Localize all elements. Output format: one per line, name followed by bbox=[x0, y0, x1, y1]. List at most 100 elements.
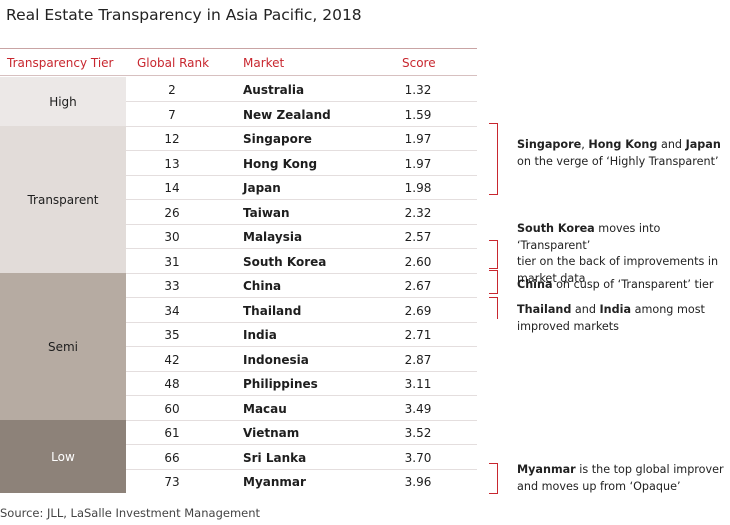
row-separator bbox=[126, 174, 477, 176]
table-row: 31 South Korea 2.60 bbox=[126, 249, 477, 273]
row-separator bbox=[126, 272, 477, 274]
row-separator bbox=[126, 419, 477, 421]
note-china: China on cusp of ‘Transparent’ tier bbox=[517, 278, 714, 291]
note-thailand: Thailand and India among most improved m… bbox=[517, 303, 705, 333]
source-note: Source: JLL, LaSalle Investment Manageme… bbox=[0, 506, 261, 520]
table-row: 48 Philippines 3.11 bbox=[126, 371, 477, 395]
score-cell: 1.98 bbox=[404, 181, 432, 195]
table-row: 73 Myanmar 3.96 bbox=[126, 469, 477, 493]
header-score: Score bbox=[402, 56, 436, 70]
market-cell: Thailand bbox=[243, 303, 302, 318]
market-cell: India bbox=[243, 328, 277, 342]
table-row: 66 Sri Lanka 3.70 bbox=[126, 445, 477, 469]
note-myanmar: Myanmar is the top global improver and m… bbox=[517, 463, 724, 493]
row-separator bbox=[126, 199, 477, 200]
score-cell: 3.11 bbox=[404, 377, 432, 391]
row-separator bbox=[126, 321, 477, 323]
table-row: 35 India 2.71 bbox=[126, 322, 477, 346]
tier-semi: Semi bbox=[0, 273, 126, 420]
bracket-korea bbox=[489, 240, 498, 269]
rank-cell: 14 bbox=[164, 181, 180, 195]
score-cell: 2.69 bbox=[404, 303, 432, 318]
row-separator bbox=[126, 395, 477, 396]
rank-cell: 26 bbox=[164, 205, 180, 220]
market-cell: Hong Kong bbox=[243, 156, 318, 171]
row-separator bbox=[126, 468, 477, 470]
row-separator bbox=[126, 370, 477, 372]
note-korea: South Korea moves into ‘Transparent’ tie… bbox=[517, 222, 719, 285]
score-cell: 1.97 bbox=[404, 156, 432, 171]
bracket-myanmar bbox=[489, 463, 498, 494]
row-separator bbox=[126, 444, 477, 445]
header-bottom-rule bbox=[0, 75, 477, 76]
score-cell: 3.52 bbox=[404, 426, 432, 440]
table-row: 61 Vietnam 3.52 bbox=[126, 420, 477, 444]
market-cell: Vietnam bbox=[243, 426, 300, 440]
market-cell: China bbox=[243, 279, 282, 293]
rank-cell: 66 bbox=[164, 450, 180, 465]
market-cell: Indonesia bbox=[243, 352, 309, 367]
header-rank: Global Rank bbox=[137, 56, 210, 70]
row-separator bbox=[126, 346, 477, 347]
market-cell: Myanmar bbox=[243, 475, 306, 489]
note-singapore: Singapore, Hong Kong and Japan on the ve… bbox=[517, 138, 721, 168]
table-row: 12 Singapore 1.97 bbox=[126, 126, 477, 150]
row-separator bbox=[126, 101, 477, 102]
table-row: 13 Hong Kong 1.97 bbox=[126, 151, 477, 175]
market-cell: Macau bbox=[243, 401, 287, 416]
rank-cell: 31 bbox=[164, 254, 180, 269]
market-cell: South Korea bbox=[243, 254, 327, 269]
rank-cell: 7 bbox=[168, 107, 176, 122]
table-row: 26 Taiwan 2.32 bbox=[126, 200, 477, 224]
header-tier: Transparency Tier bbox=[7, 56, 114, 70]
bracket-singapore bbox=[489, 123, 498, 195]
score-cell: 2.57 bbox=[404, 230, 432, 244]
rank-cell: 48 bbox=[164, 377, 180, 391]
row-separator bbox=[126, 150, 477, 151]
rank-cell: 12 bbox=[164, 132, 180, 146]
market-cell: Japan bbox=[243, 181, 281, 195]
score-cell: 2.71 bbox=[404, 328, 432, 342]
table-row: 34 Thailand 2.69 bbox=[126, 298, 477, 322]
table-row: 2 Australia 1.32 bbox=[126, 77, 477, 101]
score-cell: 1.59 bbox=[404, 107, 432, 122]
table-row: 7 New Zealand 1.59 bbox=[126, 102, 477, 126]
score-cell: 1.97 bbox=[404, 132, 432, 146]
rank-cell: 13 bbox=[164, 156, 180, 171]
table-row: 42 Indonesia 2.87 bbox=[126, 347, 477, 371]
market-cell: Malaysia bbox=[243, 230, 303, 244]
market-cell: Australia bbox=[243, 83, 305, 97]
market-cell: Singapore bbox=[243, 132, 312, 146]
tier-high: High bbox=[0, 77, 126, 126]
header-top-rule bbox=[0, 48, 477, 49]
rank-cell: 2 bbox=[168, 83, 176, 97]
rank-cell: 34 bbox=[164, 303, 180, 318]
row-separator bbox=[126, 125, 477, 127]
table-row: 14 Japan 1.98 bbox=[126, 175, 477, 199]
page-title: Real Estate Transparency in Asia Pacific… bbox=[6, 6, 362, 24]
table-row: 60 Macau 3.49 bbox=[126, 396, 477, 420]
rank-cell: 33 bbox=[164, 279, 180, 293]
rank-cell: 35 bbox=[164, 328, 180, 342]
rank-cell: 42 bbox=[164, 352, 180, 367]
row-separator bbox=[126, 297, 477, 298]
header-market: Market bbox=[243, 56, 285, 70]
score-cell: 3.96 bbox=[404, 475, 432, 489]
table-row: 33 China 2.67 bbox=[126, 273, 477, 297]
score-cell: 2.87 bbox=[404, 352, 432, 367]
score-cell: 3.70 bbox=[404, 450, 432, 465]
market-cell: Philippines bbox=[243, 377, 318, 391]
bracket-china bbox=[489, 270, 498, 294]
score-cell: 2.67 bbox=[404, 279, 432, 293]
market-cell: New Zealand bbox=[243, 107, 331, 122]
rank-cell: 73 bbox=[164, 475, 180, 489]
rank-cell: 61 bbox=[164, 426, 180, 440]
rank-cell: 60 bbox=[164, 401, 180, 416]
row-separator bbox=[126, 223, 477, 225]
table-row: 30 Malaysia 2.57 bbox=[126, 224, 477, 248]
row-separator bbox=[126, 248, 477, 249]
bracket-thailand bbox=[489, 297, 498, 319]
tier-low: Low bbox=[0, 420, 126, 493]
score-cell: 1.32 bbox=[404, 83, 432, 97]
market-cell: Sri Lanka bbox=[243, 450, 307, 465]
